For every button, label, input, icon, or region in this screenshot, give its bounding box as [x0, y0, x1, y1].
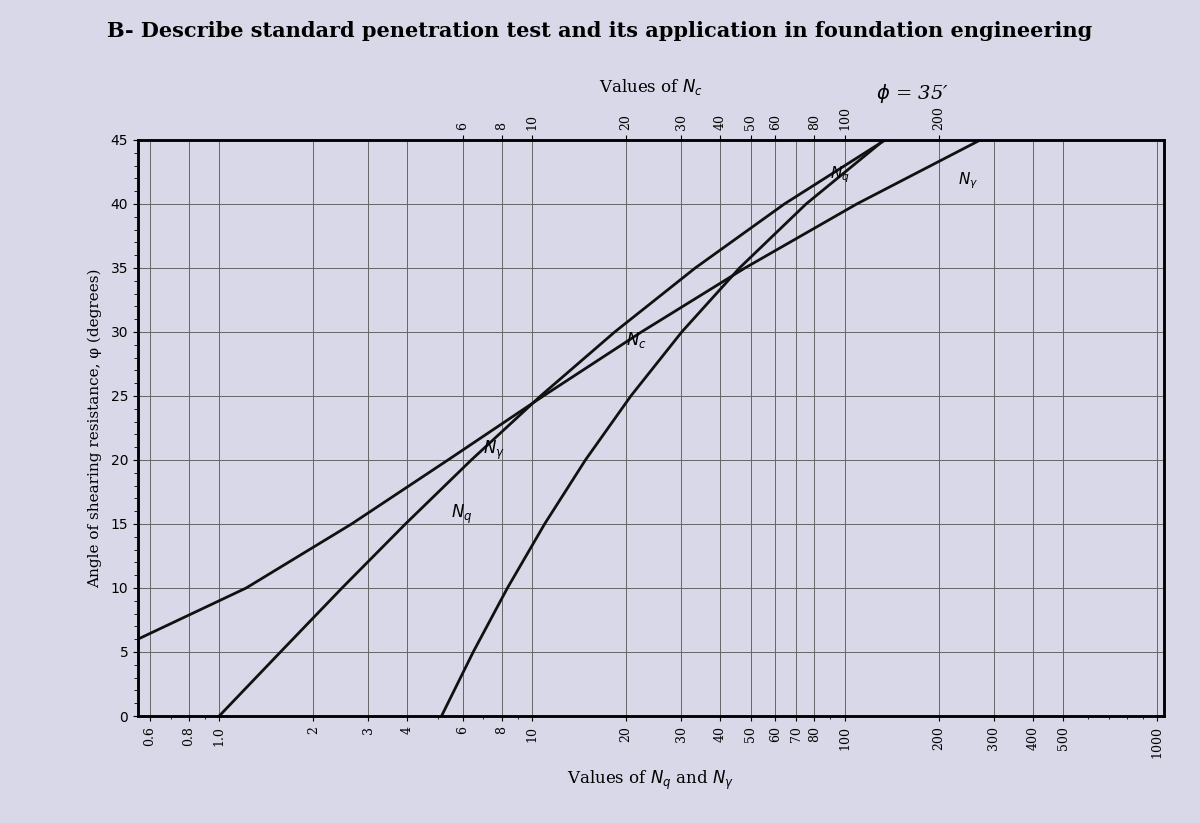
Y-axis label: Angle of shearing resistance, φ (degrees): Angle of shearing resistance, φ (degrees… — [88, 268, 102, 588]
X-axis label: Values of $N_c$: Values of $N_c$ — [599, 77, 703, 97]
Text: $\phi$ = 35′: $\phi$ = 35′ — [876, 81, 949, 105]
Text: $N_\gamma$: $N_\gamma$ — [958, 171, 978, 192]
Text: $N_q$: $N_q$ — [451, 502, 472, 526]
Text: $N_\gamma$: $N_\gamma$ — [484, 439, 505, 462]
X-axis label: Values of $N_q$ and $N_\gamma$: Values of $N_q$ and $N_\gamma$ — [568, 769, 734, 792]
Text: $N_c$: $N_c$ — [626, 330, 647, 350]
Text: B- Describe standard penetration test and its application in foundation engineer: B- Describe standard penetration test an… — [107, 21, 1093, 40]
Text: $N_q$: $N_q$ — [830, 165, 850, 185]
